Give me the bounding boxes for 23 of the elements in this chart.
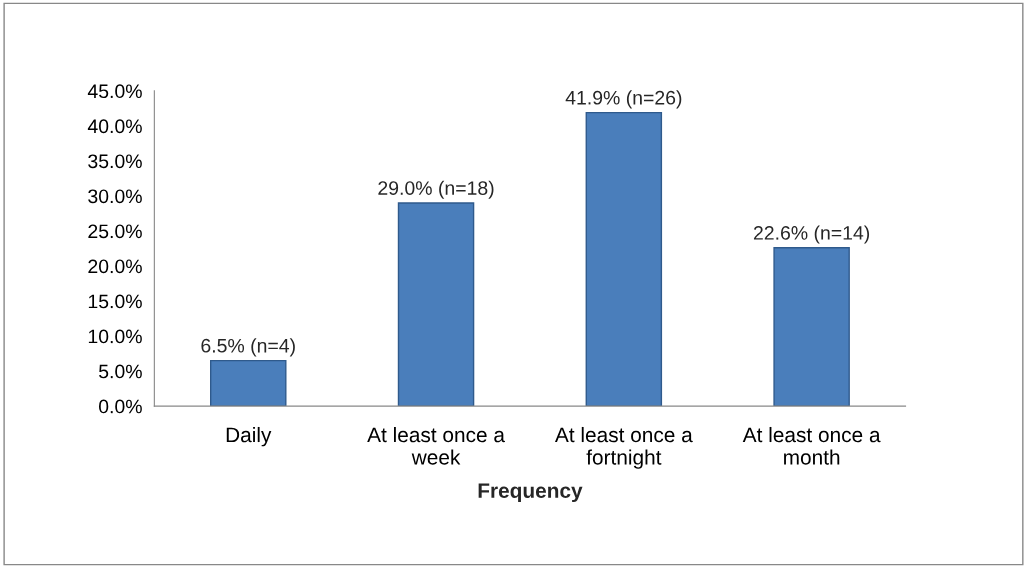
y-tick-label: 5.0% xyxy=(99,364,142,379)
data-label: 22.6% (n=14) xyxy=(753,225,870,244)
data-label: 41.9% (n=26) xyxy=(565,90,682,109)
y-tick-label: 10.0% xyxy=(88,329,142,344)
y-tick-label: 0.0% xyxy=(98,399,142,414)
bar xyxy=(397,202,475,407)
y-tick-label: 45.0% xyxy=(87,84,142,99)
y-tick-label: 20.0% xyxy=(88,259,142,274)
x-axis-title: Frequency xyxy=(478,483,583,503)
bar xyxy=(209,359,287,407)
y-tick-label: 40.0% xyxy=(87,119,142,134)
y-tick-label: 30.0% xyxy=(88,189,142,204)
y-tick-label: 15.0% xyxy=(88,294,142,309)
bar xyxy=(585,111,663,407)
x-tick-label: At least once a week xyxy=(367,426,505,465)
y-tick-label: 25.0% xyxy=(88,224,142,239)
bar xyxy=(773,247,850,407)
x-tick-label: At least once a fortnight xyxy=(554,426,693,469)
y-tick-label: 35.0% xyxy=(88,154,142,169)
data-label: 29.0% (n=18) xyxy=(378,180,494,199)
x-tick-label: At least once a month xyxy=(742,426,881,465)
x-tick-label: Daily xyxy=(226,426,272,447)
data-label: 6.5% (n=4) xyxy=(201,338,295,357)
